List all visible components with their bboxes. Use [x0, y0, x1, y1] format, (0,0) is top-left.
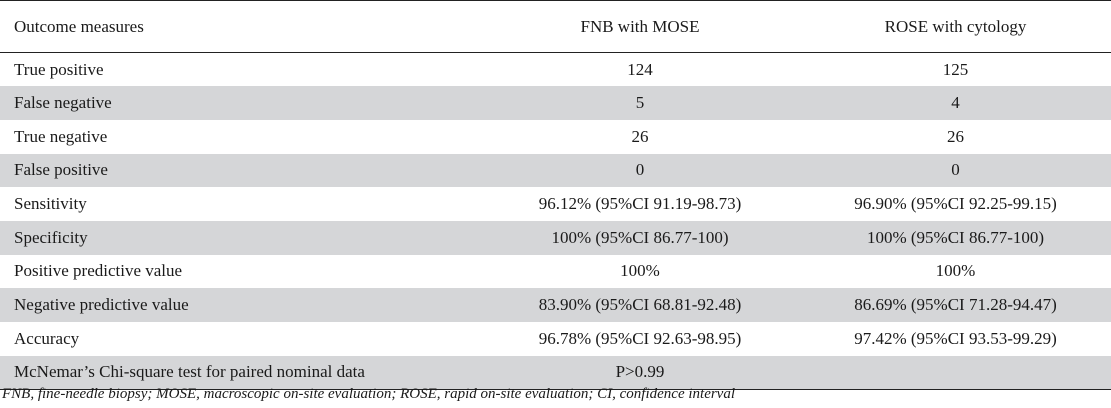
table-row: True positive 124 125: [0, 53, 1111, 87]
header-rose-with-cytology: ROSE with cytology: [884, 16, 1027, 36]
row-label: False negative: [14, 93, 112, 113]
fnb-value: 26: [631, 126, 649, 146]
fnb-value: 96.78% (95%CI 92.63-98.95): [538, 328, 742, 348]
rose-value: 86.69% (95%CI 71.28-94.47): [854, 295, 1057, 315]
fnb-value: 124: [627, 59, 653, 79]
table-row: Accuracy 96.78% (95%CI 92.63-98.95) 97.4…: [0, 322, 1111, 356]
fnb-value: 0: [635, 160, 645, 180]
fnb-value: 83.90% (95%CI 68.81-92.48): [538, 295, 742, 315]
fnb-value: 5: [635, 93, 645, 113]
fnb-value: P>0.99: [615, 362, 665, 382]
rose-value: [800, 356, 1111, 390]
rose-value: 26: [947, 126, 964, 146]
fnb-value: 100%: [620, 261, 660, 281]
outcome-table: Outcome measures FNB with MOSE ROSE with…: [0, 0, 1111, 390]
table-row: True negative 26 26: [0, 120, 1111, 154]
row-label: False positive: [14, 160, 108, 180]
table-row: Specificity 100% (95%CI 86.77-100) 100% …: [0, 220, 1111, 255]
fnb-value: 100% (95%CI 86.77-100): [551, 227, 729, 247]
outcome-table-container: Outcome measures FNB with MOSE ROSE with…: [0, 0, 1111, 390]
table-row: Negative predictive value 83.90% (95%CI …: [0, 288, 1111, 322]
row-label: Specificity: [14, 227, 88, 247]
rose-value: 100%: [935, 261, 976, 281]
header-fnb-with-mose: FNB with MOSE: [580, 16, 700, 36]
table-footnote: FNB, fine-needle biopsy; MOSE, macroscop…: [2, 386, 736, 402]
table-row: Sensitivity 96.12% (95%CI 91.19-98.73) 9…: [0, 187, 1111, 221]
rose-value: 97.42% (95%CI 93.53-99.29): [854, 328, 1057, 348]
table-row: Positive predictive value 100% 100%: [0, 255, 1111, 289]
row-label: True negative: [14, 126, 108, 146]
row-label: Negative predictive value: [14, 295, 189, 315]
rose-value: 96.90% (95%CI 92.25-99.15): [854, 194, 1057, 214]
table-row: False negative 5 4: [0, 86, 1111, 120]
row-label: Positive predictive value: [14, 261, 183, 281]
table-header-row: Outcome measures FNB with MOSE ROSE with…: [0, 0, 1111, 53]
row-label: McNemar’s Chi-square test for paired nom…: [14, 362, 365, 382]
row-label: Accuracy: [14, 328, 80, 348]
fnb-value: 96.12% (95%CI 91.19-98.73): [538, 194, 742, 214]
table-row: McNemar’s Chi-square test for paired nom…: [0, 355, 1111, 390]
rose-value: 4: [951, 93, 960, 113]
rose-value: 0: [951, 160, 960, 180]
table-row: False positive 0 0: [0, 153, 1111, 188]
header-outcome-measures: Outcome measures: [14, 16, 144, 36]
rose-value: 100% (95%CI 86.77-100): [866, 227, 1045, 247]
row-label: Sensitivity: [14, 194, 87, 214]
rose-value: 125: [942, 59, 969, 79]
row-label: True positive: [14, 59, 104, 79]
